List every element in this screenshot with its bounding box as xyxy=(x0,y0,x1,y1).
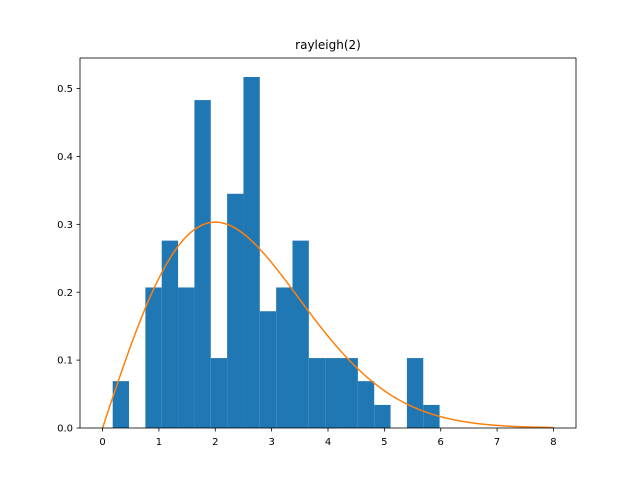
histogram-bar-10 xyxy=(292,240,309,428)
x-tick-label-3: 3 xyxy=(268,437,274,448)
histogram-bar-16 xyxy=(406,358,424,428)
histogram-bar-7 xyxy=(243,77,260,429)
rayleigh-pdf-curve xyxy=(101,221,554,429)
histogram-bar-17 xyxy=(423,404,440,428)
x-tick-label-5: 5 xyxy=(381,437,387,448)
histogram-bar-14 xyxy=(357,381,375,428)
histogram-bar-11 xyxy=(308,358,326,428)
x-tick-label-2: 2 xyxy=(212,437,218,448)
x-tick-label-7: 7 xyxy=(494,437,500,448)
y-tick-label-5: 0.5 xyxy=(57,84,73,95)
x-tick-label-1: 1 xyxy=(156,437,162,448)
chart-title: rayleigh(2) xyxy=(295,38,361,52)
y-tick-label-1: 0.1 xyxy=(57,356,73,367)
x-tick-label-8: 8 xyxy=(550,437,556,448)
x-tick-label-0: 0 xyxy=(99,437,105,448)
histogram-bar-2 xyxy=(161,240,179,428)
x-tick-label-4: 4 xyxy=(325,437,331,448)
histogram-bar-0 xyxy=(112,381,130,428)
histogram-bar-9 xyxy=(276,287,293,428)
histogram-bars xyxy=(112,77,440,429)
histogram-bar-13 xyxy=(341,358,358,428)
y-tick-label-4: 0.4 xyxy=(57,152,73,163)
histogram-bar-5 xyxy=(210,358,228,428)
histogram-bar-12 xyxy=(325,358,342,428)
histogram-bar-15 xyxy=(374,404,391,428)
plot-frame xyxy=(79,57,577,429)
histogram-bar-3 xyxy=(178,287,195,428)
histogram-bar-6 xyxy=(227,193,244,428)
y-tick-label-0: 0.0 xyxy=(57,424,73,435)
pdf-curve-layer xyxy=(101,221,554,429)
histogram-bar-8 xyxy=(259,311,277,428)
y-tick-label-3: 0.3 xyxy=(57,220,73,231)
x-axis: 0 1 2 3 4 5 6 7 8 xyxy=(99,428,557,448)
y-tick-label-2: 0.2 xyxy=(57,288,73,299)
histogram-bar-1 xyxy=(145,287,162,428)
histogram-bar-4 xyxy=(194,100,211,429)
x-tick-label-6: 6 xyxy=(438,437,444,448)
y-axis: 0.0 0.1 0.2 0.3 0.4 0.5 xyxy=(57,84,80,435)
